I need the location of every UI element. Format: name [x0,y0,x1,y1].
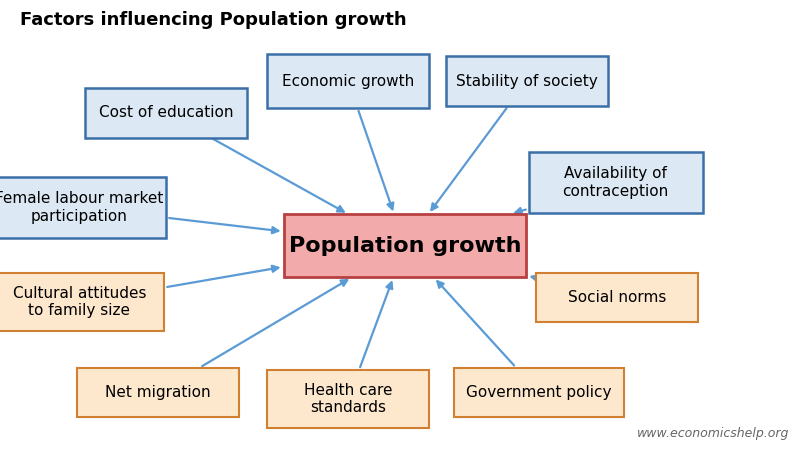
Text: Cultural attitudes
to family size: Cultural attitudes to family size [13,286,146,318]
Text: Availability of
contraception: Availability of contraception [562,166,669,199]
FancyBboxPatch shape [454,368,624,417]
Text: Cost of education: Cost of education [99,105,233,120]
Text: Female labour market
participation: Female labour market participation [0,191,164,224]
FancyBboxPatch shape [446,56,608,106]
Text: Factors influencing Population growth: Factors influencing Population growth [20,11,407,29]
FancyBboxPatch shape [267,54,429,108]
Text: Stability of society: Stability of society [455,74,597,89]
FancyBboxPatch shape [267,370,429,428]
FancyBboxPatch shape [284,214,526,277]
FancyBboxPatch shape [0,177,167,238]
FancyBboxPatch shape [77,368,239,417]
FancyBboxPatch shape [0,273,164,331]
Text: www.economicshelp.org: www.economicshelp.org [637,427,790,440]
Text: Population growth: Population growth [288,236,522,256]
Text: Government policy: Government policy [466,385,612,400]
Text: Net migration: Net migration [105,385,211,400]
Text: Health care
standards: Health care standards [304,383,393,415]
Text: Economic growth: Economic growth [282,74,415,89]
FancyBboxPatch shape [85,88,247,138]
Text: Social norms: Social norms [568,290,667,305]
FancyBboxPatch shape [536,273,698,322]
FancyBboxPatch shape [528,152,702,213]
